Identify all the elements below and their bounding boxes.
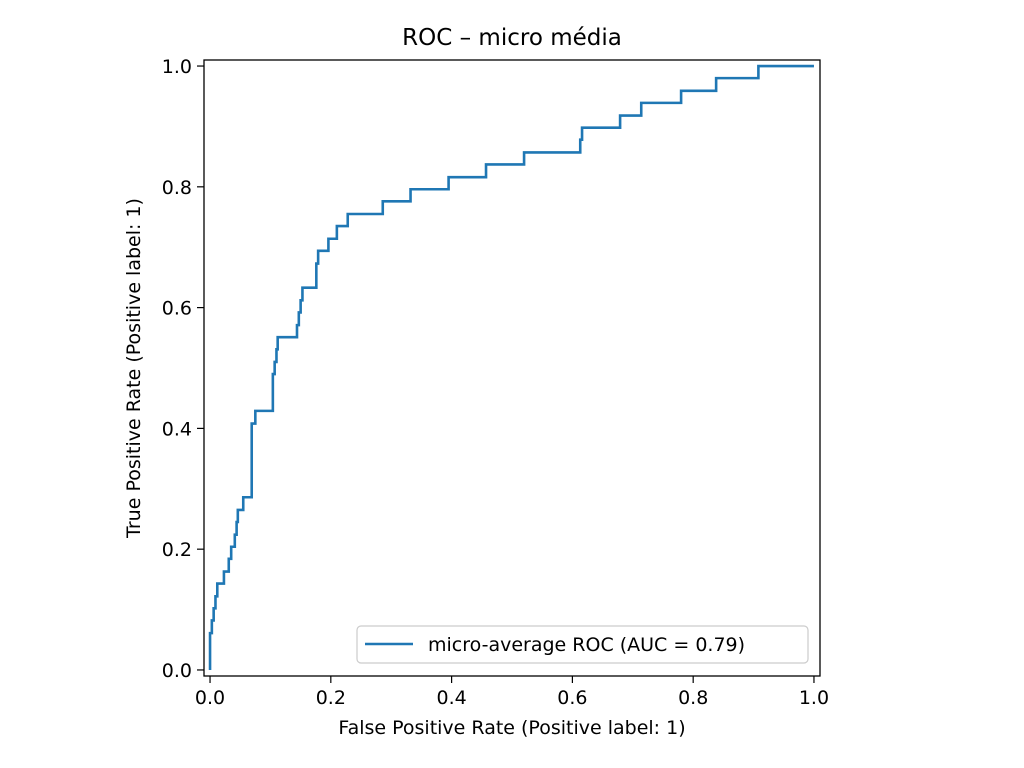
x-tick-label: 0.2 [316, 687, 346, 709]
legend: micro-average ROC (AUC = 0.79) [356, 625, 809, 664]
axes-frame [203, 59, 821, 677]
roc-curve-line [208, 64, 814, 670]
legend-entry: micro-average ROC (AUC = 0.79) [428, 634, 745, 656]
chart-title: ROC – micro média [402, 25, 622, 51]
y-tick-label: 0.6 [162, 298, 192, 320]
x-tick-label: 0.6 [557, 687, 587, 709]
y-tick-label: 0.2 [162, 539, 192, 561]
x-tick-label: 0.0 [195, 687, 225, 709]
y-tick-label: 0.4 [162, 418, 192, 440]
plot-area: 0.0 0.2 0.4 0.6 0.8 1.0 0.0 0.2 0.4 0.6 0.8 1.0 [162, 56, 829, 709]
legend-box [356, 625, 809, 664]
y-axis-ticks: 0.0 0.2 0.4 0.6 0.8 1.0 [162, 56, 204, 682]
y-tick-label: 0.8 [162, 177, 192, 199]
x-axis-label: False Positive Rate (Positive label: 1) [338, 717, 685, 739]
x-axis-ticks: 0.0 0.2 0.4 0.6 0.8 1.0 [195, 676, 829, 709]
y-tick-label: 1.0 [162, 56, 192, 78]
series-layer [208, 64, 814, 670]
x-tick-label: 0.4 [436, 687, 466, 709]
x-tick-label: 0.8 [678, 687, 708, 709]
y-axis-label: True Positive Rate (Positive label: 1) [123, 198, 145, 539]
y-tick-label: 0.0 [162, 660, 192, 682]
x-tick-label: 1.0 [799, 687, 829, 709]
